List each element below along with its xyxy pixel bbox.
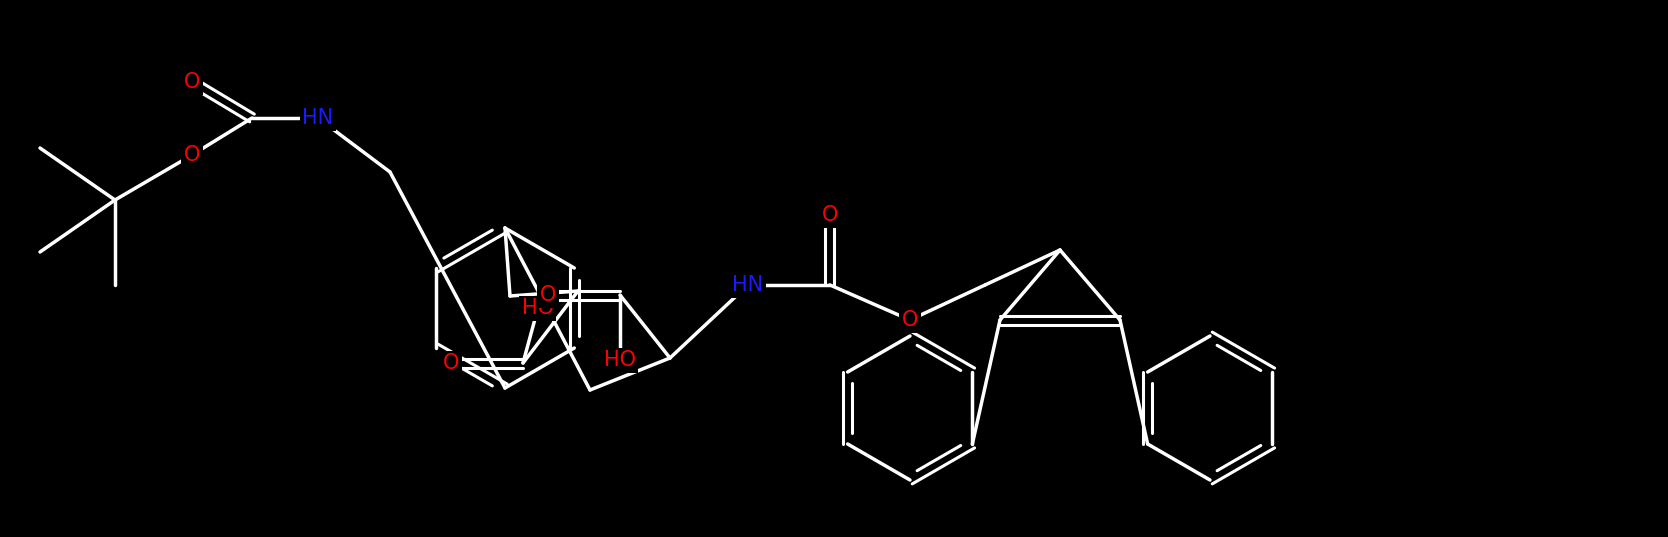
Text: HO: HO: [604, 350, 636, 370]
Text: O: O: [183, 72, 200, 92]
Text: O: O: [902, 310, 917, 330]
Text: HN: HN: [732, 275, 764, 295]
Text: O: O: [822, 205, 839, 225]
Text: O: O: [442, 353, 459, 373]
Text: HN: HN: [302, 108, 334, 128]
Text: O: O: [183, 145, 200, 165]
Text: HO: HO: [522, 298, 554, 318]
Text: O: O: [540, 285, 555, 305]
